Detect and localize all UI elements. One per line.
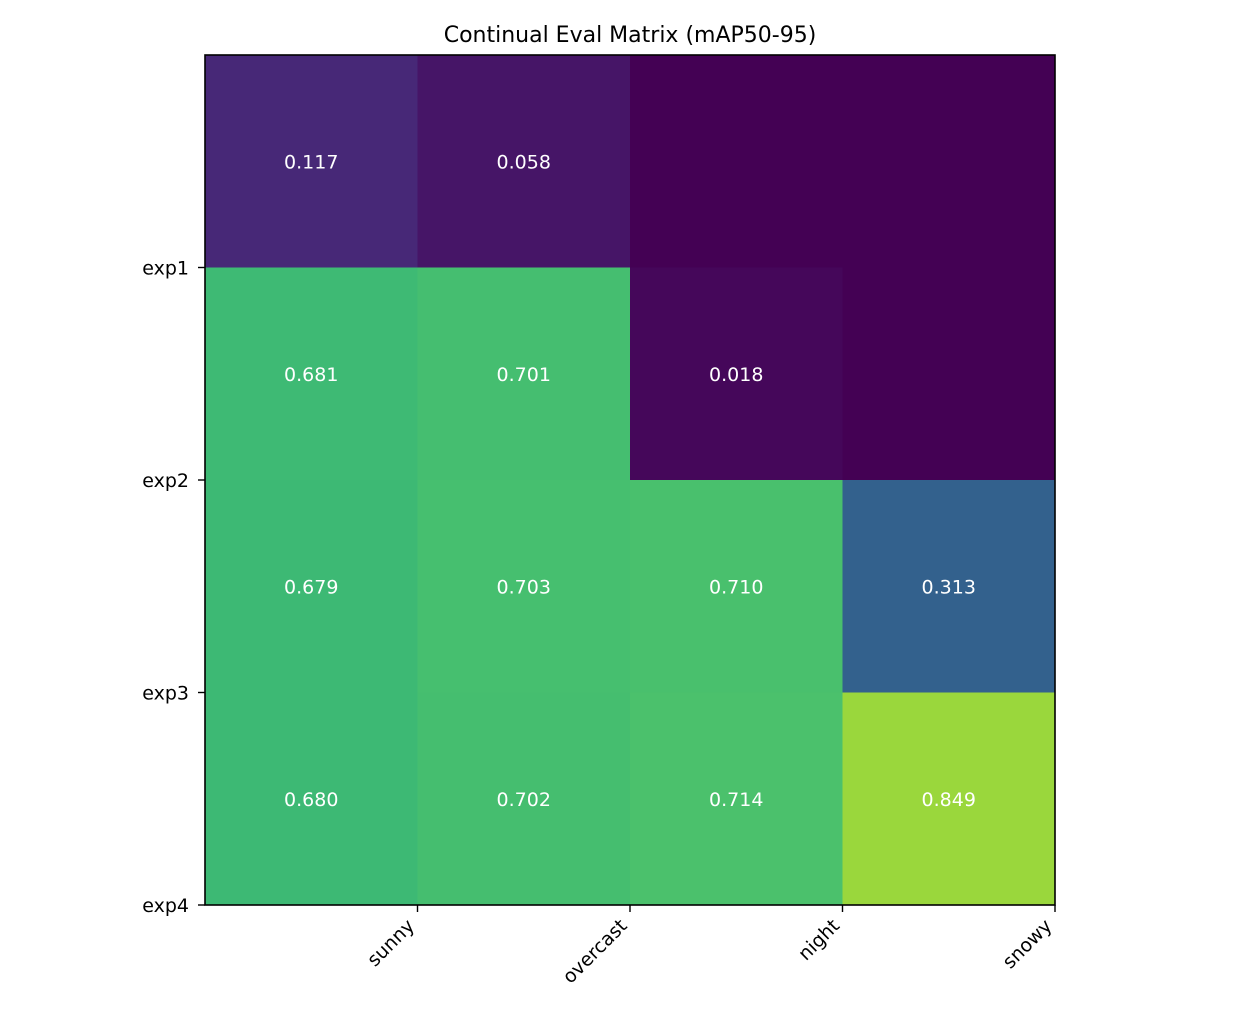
cell-value-label: 0.702 [497,789,551,811]
x-tick-label: snowy [998,915,1056,973]
cell-value-label: 0.679 [284,576,338,598]
heatmap-cell-exp3-night [630,480,843,693]
cell-value-label: 0.714 [709,789,763,811]
heatmap-cell-exp1-overcast [417,55,631,268]
heatmap-cell-exp2-sunny [205,267,418,481]
heatmap-cell-exp4-snowy [842,692,1056,906]
y-tick-label: exp2 [142,470,189,492]
heatmap-cell-exp2-snowy [842,267,1056,481]
heatmap-cell-exp3-sunny [205,480,418,693]
cell-value-label: 0.701 [497,364,551,386]
cell-value-label: 0.849 [922,789,976,811]
cell-value-label: 0.680 [284,789,338,811]
heatmap-cell-exp4-overcast [417,692,631,906]
heatmap-cell-labels: 0.117 0.058 0.681 0.701 0.018 0.679 0.703 0.710… [284,151,976,811]
heatmap-cell-exp4-night [630,692,843,906]
heatmap-cell-exp1-snowy [842,55,1056,268]
y-tick-label: exp4 [142,895,189,917]
cell-value-label: 0.058 [497,151,551,173]
cell-value-label: 0.710 [709,576,763,598]
heatmap-cell-exp1-sunny [205,55,418,268]
cell-value-label: 0.313 [922,576,976,598]
x-axis: sunny overcast night snowy [363,905,1057,988]
heatmap-cell-exp2-night [630,267,843,481]
y-axis: exp1 exp2 exp3 exp4 [142,258,205,917]
y-tick-label: exp3 [142,683,189,705]
heatmap-cell-exp1-night [630,55,843,268]
y-tick-label: exp1 [142,258,189,280]
x-tick-label: night [794,915,844,965]
cell-value-label: 0.681 [284,364,338,386]
chart-title: Continual Eval Matrix (mAP50-95) [444,23,817,48]
cell-value-label: 0.117 [284,151,338,173]
heatmap-cells [205,55,1056,906]
heatmap-cell-exp4-sunny [205,692,418,906]
x-tick-label: overcast [558,915,631,988]
cell-value-label: 0.018 [709,364,763,386]
heatmap-cell-exp3-overcast [417,480,631,693]
heatmap-cell-exp2-overcast [417,267,631,481]
heatmap-cell-exp3-snowy [842,480,1056,693]
x-tick-label: sunny [363,915,419,971]
cell-value-label: 0.703 [497,576,551,598]
